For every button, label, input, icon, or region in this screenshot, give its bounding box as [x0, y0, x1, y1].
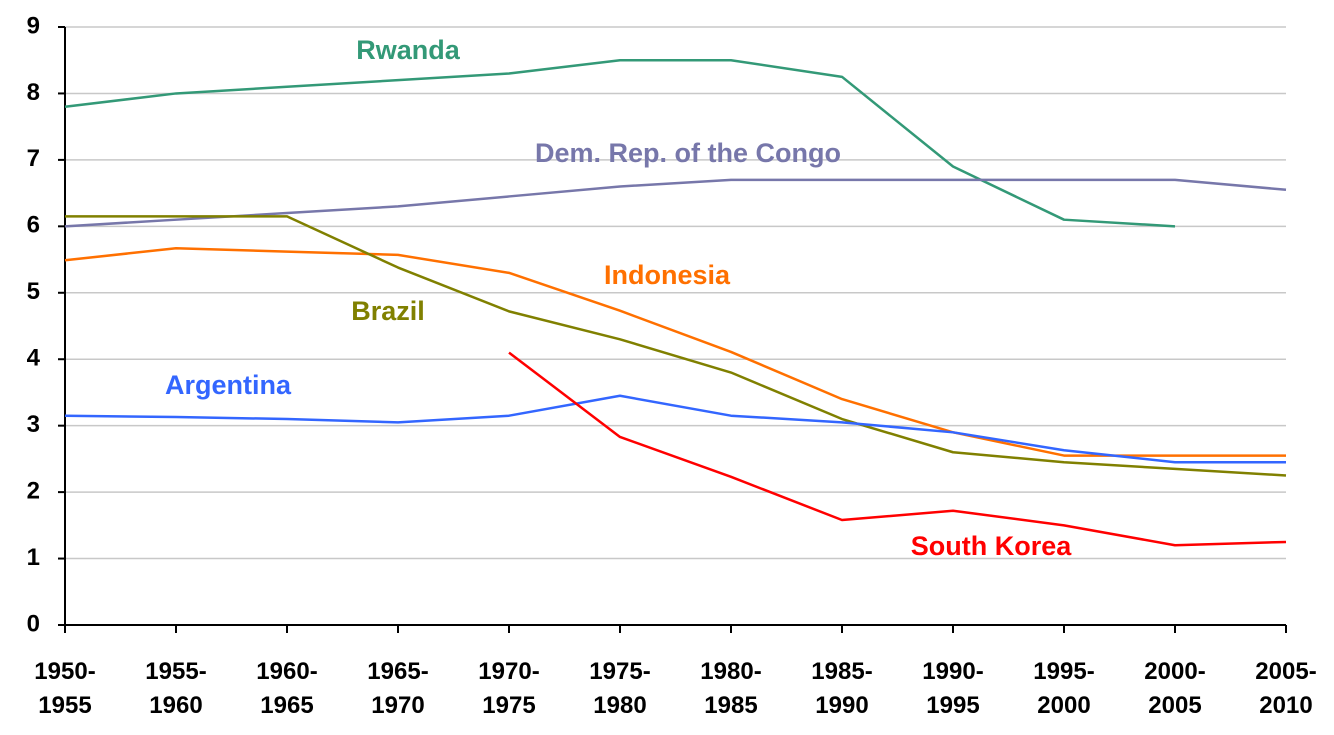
y-tick-label: 1	[27, 544, 40, 571]
y-tick-label: 6	[27, 212, 40, 239]
x-tick-label: 2000-2005	[1144, 658, 1206, 719]
x-tick-label: 2005-2010	[1255, 658, 1317, 719]
x-tick-label: 1980-1985	[700, 658, 762, 719]
y-tick-label: 3	[27, 411, 40, 438]
x-tick-label: 1975-1980	[589, 658, 651, 719]
series-label: Rwanda	[356, 35, 461, 65]
x-tick-label: 1995-2000	[1033, 658, 1095, 719]
x-tick-label: 1970-1975	[478, 658, 540, 719]
series-label: Dem. Rep. of the Congo	[535, 138, 841, 168]
series-line	[508, 351, 1287, 547]
series-line	[64, 178, 1287, 228]
x-tick-label: 1960-1965	[256, 658, 318, 719]
x-tick-label: 1990-1995	[922, 658, 984, 719]
series-label: Indonesia	[604, 260, 731, 290]
x-tick-label: 1955-1960	[145, 658, 207, 719]
x-tick-label: 1950-1955	[34, 658, 96, 719]
series-label: Argentina	[165, 370, 292, 400]
y-tick-label: 4	[27, 345, 41, 372]
series-line	[64, 58, 1176, 228]
y-tick-label: 7	[27, 145, 40, 172]
series-line	[65, 215, 1287, 477]
series-line	[64, 247, 1286, 457]
y-tick-label: 2	[27, 477, 40, 504]
series-line	[64, 394, 1286, 464]
x-tick-label: 1985-1990	[811, 658, 873, 719]
x-tick-label: 1965-1970	[367, 658, 429, 719]
series-label: South Korea	[911, 531, 1072, 561]
series-label: Brazil	[351, 296, 425, 326]
y-tick-label: 0	[27, 610, 40, 637]
y-tick-label: 8	[27, 79, 40, 106]
y-tick-label: 9	[27, 12, 40, 39]
y-tick-label: 5	[27, 278, 40, 305]
